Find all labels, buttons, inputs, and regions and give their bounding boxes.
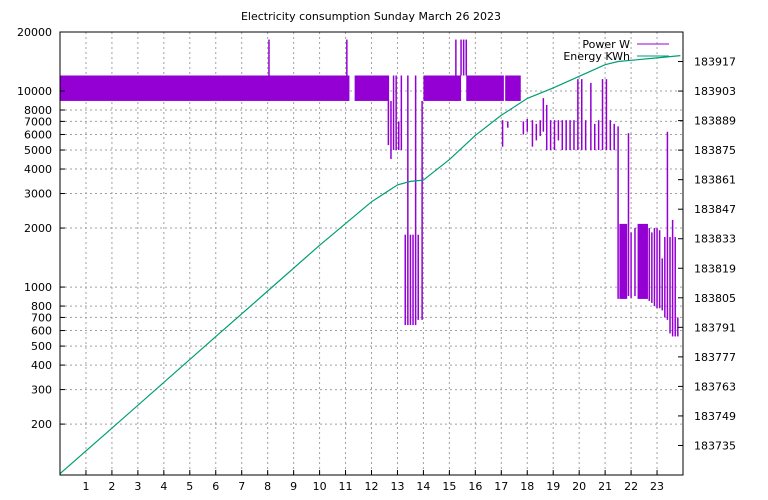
plot-frame — [59, 31, 684, 476]
x-tick-label: 10 — [313, 480, 327, 493]
y-right-tick-label: 183777 — [694, 351, 736, 364]
x-tick-label: 5 — [186, 480, 193, 493]
y-left-tick-label: 1000 — [24, 281, 52, 294]
axes: 1 2 3 4 5 6 7 8 9 10 11 12 13 14 15 16 17 18 19 20 21 22 23200… — [17, 26, 736, 493]
legend-label-energy: Energy KWh — [563, 50, 630, 63]
x-tick-label: 22 — [624, 480, 638, 493]
y-left-tick-label: 7000 — [24, 115, 52, 128]
power-series — [60, 39, 679, 337]
y-right-tick-label: 183847 — [694, 203, 736, 216]
x-tick-label: 8 — [264, 480, 271, 493]
x-tick-label: 13 — [390, 480, 404, 493]
x-tick-label: 23 — [650, 480, 664, 493]
chart-title: Electricity consumption Sunday March 26 … — [241, 10, 501, 23]
y-right-tick-label: 183833 — [694, 233, 736, 246]
x-tick-label: 18 — [520, 480, 534, 493]
energy-line — [59, 55, 681, 475]
y-left-tick-label: 500 — [31, 340, 52, 353]
y-right-tick-label: 183861 — [694, 174, 736, 187]
y-right-tick-label: 183763 — [694, 380, 736, 393]
y-right-tick-label: 183889 — [694, 115, 736, 128]
x-tick-label: 17 — [494, 480, 508, 493]
x-tick-label: 9 — [290, 480, 297, 493]
y-right-tick-label: 183735 — [694, 439, 736, 452]
y-left-tick-label: 2000 — [24, 222, 52, 235]
y-right-tick-label: 183791 — [694, 321, 736, 334]
y-left-tick-label: 700 — [31, 311, 52, 324]
x-tick-label: 20 — [572, 480, 586, 493]
x-tick-label: 16 — [468, 480, 482, 493]
y-right-tick-label: 183917 — [694, 56, 736, 69]
x-tick-label: 3 — [134, 480, 141, 493]
x-tick-label: 15 — [442, 480, 456, 493]
power-block — [637, 223, 648, 299]
y-left-tick-label: 800 — [31, 300, 52, 313]
x-tick-label: 4 — [160, 480, 167, 493]
y-left-tick-label: 200 — [31, 418, 52, 431]
x-tick-label: 2 — [108, 480, 115, 493]
power-block — [423, 75, 462, 101]
y-left-tick-label: 300 — [31, 384, 52, 397]
power-block — [505, 75, 521, 101]
y-right-tick-label: 183819 — [694, 262, 736, 275]
power-block — [619, 223, 628, 299]
y-left-tick-label: 20000 — [17, 26, 52, 39]
x-tick-label: 11 — [339, 480, 353, 493]
x-tick-label: 7 — [238, 480, 245, 493]
x-tick-label: 19 — [546, 480, 560, 493]
x-tick-label: 1 — [82, 480, 89, 493]
legend-label-power: Power W — [582, 38, 630, 51]
legend: Power W Energy KWh — [563, 38, 669, 63]
y-left-tick-label: 3000 — [24, 188, 52, 201]
y-left-tick-label: 4000 — [24, 163, 52, 176]
y-right-tick-label: 183805 — [694, 292, 736, 305]
x-tick-label: 21 — [598, 480, 612, 493]
y-left-tick-label: 10000 — [17, 85, 52, 98]
power-block — [60, 75, 350, 101]
energy-series — [59, 55, 681, 475]
y-left-tick-label: 5000 — [24, 144, 52, 157]
x-tick-label: 14 — [416, 480, 430, 493]
y-left-tick-label: 6000 — [24, 129, 52, 142]
x-tick-label: 6 — [212, 480, 219, 493]
power-block — [354, 75, 389, 101]
y-left-tick-label: 400 — [31, 359, 52, 372]
power-block — [466, 75, 504, 101]
y-left-tick-label: 8000 — [24, 104, 52, 117]
y-right-tick-label: 183875 — [694, 144, 736, 157]
y-right-tick-label: 183903 — [694, 85, 736, 98]
y-right-tick-label: 183749 — [694, 410, 736, 423]
y-left-tick-label: 600 — [31, 325, 52, 338]
x-tick-label: 12 — [365, 480, 379, 493]
